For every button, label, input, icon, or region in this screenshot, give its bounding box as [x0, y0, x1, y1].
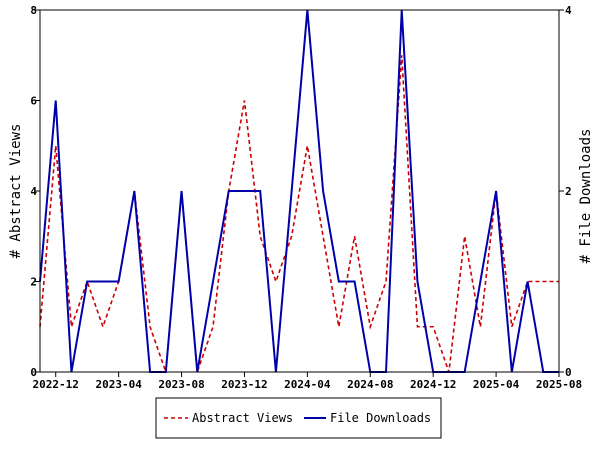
x-tick-label-2023-12: 2023-12: [221, 378, 267, 391]
y-left-tick-label-2: 2: [30, 276, 37, 289]
y-left-axis: 0 2 4 6 8: [30, 4, 40, 379]
y-right-tick-label-2: 2: [565, 185, 572, 198]
y-left-tick-label-0: 0: [30, 366, 37, 379]
legend-label-abstract-views: Abstract Views: [192, 411, 293, 425]
y-right-tick-label-4: 4: [565, 4, 572, 17]
legend-box: [155, 397, 442, 439]
x-tick-label-2023-04: 2023-04: [95, 378, 142, 391]
x-tick-label-2022-12: 2022-12: [33, 378, 79, 391]
y-right-tick-label-0: 0: [565, 366, 572, 379]
legend-label-file-downloads: File Downloads: [330, 411, 431, 425]
y-left-tick-label-4: 4: [30, 185, 37, 198]
y-right-axis-title: # File Downloads: [578, 129, 594, 264]
y-left-axis-title: # Abstract Views: [8, 124, 24, 259]
x-tick-label-2024-12: 2024-12: [410, 378, 456, 391]
x-tick-label-2025-08: 2025-08: [536, 378, 582, 391]
legend: Abstract Views File Downloads: [155, 397, 442, 439]
y-left-tick-label-6: 6: [30, 95, 37, 108]
y-left-tick-label-8: 8: [30, 4, 37, 17]
x-tick-label-2025-04: 2025-04: [473, 378, 520, 391]
x-tick-label-2024-08: 2024-08: [347, 378, 393, 391]
series-layer: [39, 9, 559, 373]
x-axis: 2022-12 2023-04 2023-08 2023-12 2024-04 2024-…: [33, 372, 582, 391]
series-line-file-downloads: [39, 9, 559, 373]
x-tick-label-2024-04: 2024-04: [284, 378, 331, 391]
y-right-axis: 0 2 4: [559, 4, 572, 379]
x-tick-label-2023-08: 2023-08: [158, 378, 204, 391]
